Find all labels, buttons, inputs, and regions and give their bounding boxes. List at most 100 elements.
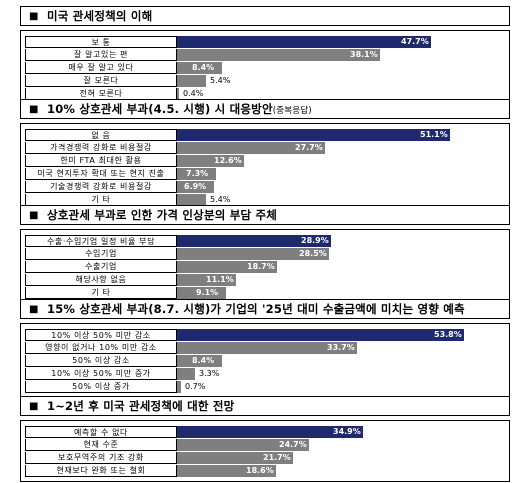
chart-title: 15% 상호관세 부과(8.7. 시행)가 기업의 '25년 대미 수출금액에 … <box>47 302 465 316</box>
tick-label: 보 통 <box>25 36 177 48</box>
data-label: 8.4% <box>192 63 215 72</box>
chart-row: 잘 알고있는 편 38.1% <box>21 49 511 62</box>
tick-label: 50% 이상 감소 <box>25 355 177 367</box>
section-marker: ■ <box>29 401 39 412</box>
data-label: 5.4% <box>210 76 231 85</box>
bar <box>177 465 276 477</box>
chart-title: 미국 관세정책의 이해 <box>47 9 153 23</box>
bar <box>177 75 206 87</box>
chart-row: 현재보다 완화 또는 철회 18.6% <box>21 465 511 478</box>
bar <box>177 88 179 100</box>
bar <box>177 168 216 180</box>
chart-body: 보 통 47.7% 잘 알고있는 편 38.1% 매우 잘 알고 있다 8.4% 잘 모른다… <box>20 30 510 105</box>
chart-title: 상호관세 부과로 인한 가격 인상분의 부담 주체 <box>47 208 278 222</box>
section-marker: ■ <box>29 304 39 315</box>
tick-label: 10% 이상 50% 미만 증가 <box>25 368 177 380</box>
tick-label: 수입기업 <box>25 248 177 260</box>
tick-label: 예측할 수 없다 <box>25 426 177 438</box>
bar <box>177 368 195 380</box>
data-label: 34.9% <box>333 427 361 436</box>
data-label: 27.7% <box>295 143 323 152</box>
chart-row: 없 음 51.1% <box>21 129 511 142</box>
chart-row: 10% 이상 50% 미만 감소 53.8% <box>21 329 511 342</box>
data-label: 53.8% <box>434 330 462 339</box>
tick-label: 50% 이상 증가 <box>25 381 177 393</box>
bar <box>177 342 357 354</box>
chart-header: ■ 15% 상호관세 부과(8.7. 시행)가 기업의 '25년 대미 수출금액에… <box>20 299 510 319</box>
tick-label: 해당사항 없음 <box>25 274 177 286</box>
tick-label: 수출·수입기업 일정 비율 부담 <box>25 235 177 247</box>
section-marker: ■ <box>29 104 39 115</box>
section-marker: ■ <box>29 11 39 22</box>
data-label: 18.7% <box>247 262 275 271</box>
data-label: 28.9% <box>301 236 329 245</box>
bar <box>177 235 331 247</box>
tick-label: 현재 수준 <box>25 439 177 451</box>
data-label: 12.6% <box>214 156 242 165</box>
data-label: 28.5% <box>299 249 327 258</box>
tick-label: 수출기업 <box>25 261 177 273</box>
chart-row: 잘 모른다 5.4% <box>21 75 511 88</box>
chart-header: ■ 미국 관세정책의 이해 <box>20 6 510 26</box>
chart-header: ■ 1~2년 후 미국 관세정책에 대한 전망 <box>20 396 510 416</box>
bar <box>177 194 206 206</box>
bar <box>177 49 380 61</box>
data-label: 0.4% <box>183 89 204 98</box>
bar <box>177 36 431 48</box>
data-label: 18.6% <box>246 466 274 475</box>
data-label: 38.1% <box>350 50 378 59</box>
data-label: 11.1% <box>206 275 234 284</box>
tick-label: 보호무역주의 기조 강화 <box>25 452 177 464</box>
bar <box>177 439 309 451</box>
chart-row: 50% 이상 증가 0.7% <box>21 381 511 394</box>
bar <box>177 155 244 167</box>
chart-header: ■ 10% 상호관세 부과(4.5. 시행) 시 대응방안(중복응답) <box>20 99 510 119</box>
chart-row: 10% 이상 50% 미만 증가 3.3% <box>21 368 511 381</box>
data-label: 7.3% <box>186 169 209 178</box>
tick-label: 현재보다 완화 또는 철회 <box>25 465 177 477</box>
bar <box>177 129 450 141</box>
chart-row: 해당사항 없음 11.1% <box>21 274 511 287</box>
data-label: 6.9% <box>184 182 207 191</box>
tick-label: 가격경쟁력 강화로 비용절감 <box>25 142 177 154</box>
section-marker: ■ <box>29 210 39 221</box>
bar <box>177 274 236 286</box>
chart-row: 수출·수입기업 일정 비율 부담 28.9% <box>21 235 511 248</box>
bar <box>177 248 329 260</box>
tick-label: 기술경쟁력 강화로 비용절감 <box>25 181 177 193</box>
data-label: 8.4% <box>192 356 215 365</box>
chart-row: 50% 이상 감소 8.4% <box>21 355 511 368</box>
tick-label: 잘 모른다 <box>25 75 177 87</box>
bar <box>177 181 214 193</box>
bar <box>177 355 222 367</box>
chart-row: 보호무역주의 기조 강화 21.7% <box>21 452 511 465</box>
chart-body: 예측할 수 없다 34.9% 현재 수준 24.7% 보호무역주의 기조 강화 21.7%… <box>20 420 510 482</box>
chart-header: ■ 상호관세 부과로 인한 가격 인상분의 부담 주체 <box>20 205 510 225</box>
chart-row: 수입기업 28.5% <box>21 248 511 261</box>
chart-row: 수출기업 18.7% <box>21 261 511 274</box>
chart-row: 영향이 없거나 10% 미만 감소 33.7% <box>21 342 511 355</box>
bar <box>177 329 464 341</box>
tick-label: 매우 잘 알고 있다 <box>25 62 177 74</box>
chart-row: 기 타 9.1% <box>21 287 511 300</box>
chart-row: 가격경쟁력 강화로 비용절감 27.7% <box>21 142 511 155</box>
data-label: 21.7% <box>263 453 291 462</box>
bar <box>177 142 325 154</box>
data-label: 51.1% <box>420 130 448 139</box>
bar <box>177 62 222 74</box>
tick-label: 미국 현지투자 확대 또는 현지 진출 <box>25 168 177 180</box>
chart-title: 10% 상호관세 부과(4.5. 시행) 시 대응방안(중복응답) <box>47 102 312 116</box>
bar <box>177 381 181 393</box>
chart-row: 보 통 47.7% <box>21 36 511 49</box>
tick-label: 10% 이상 50% 미만 감소 <box>25 329 177 341</box>
data-label: 24.7% <box>279 440 307 449</box>
chart-row: 한미 FTA 최대한 활용 12.6% <box>21 155 511 168</box>
bar <box>177 287 226 299</box>
tick-label: 영향이 없거나 10% 미만 감소 <box>25 342 177 354</box>
chart-row: 예측할 수 없다 34.9% <box>21 426 511 439</box>
tick-label: 잘 알고있는 편 <box>25 49 177 61</box>
bar <box>177 426 363 438</box>
chart-body: 없 음 51.1% 가격경쟁력 강화로 비용절감 27.7% 한미 FTA 최대한 활용… <box>20 123 510 211</box>
data-label: 3.3% <box>199 369 220 378</box>
data-label: 47.7% <box>401 37 429 46</box>
